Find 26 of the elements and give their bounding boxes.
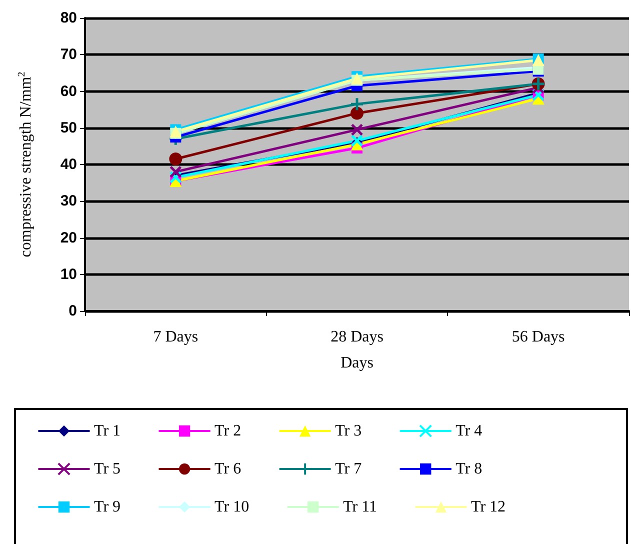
y-tick-label: 20 <box>60 229 77 246</box>
x-tick-label: 7 Days <box>153 328 198 346</box>
x-tick-label: 56 Days <box>512 328 565 346</box>
legend-label: Tr 11 <box>343 498 378 516</box>
legend-label: Tr 3 <box>335 422 362 440</box>
y-tick-label: 60 <box>60 82 77 100</box>
legend-label: Tr 8 <box>456 460 482 478</box>
legend-label: Tr 1 <box>94 422 121 440</box>
x-tick-label: 28 Days <box>330 328 384 346</box>
legend-label: Tr 4 <box>456 422 482 440</box>
legend-label: Tr 9 <box>94 498 121 516</box>
y-tick-label: 30 <box>60 192 77 210</box>
legend-label: Tr 12 <box>471 498 506 516</box>
y-tick-label: 70 <box>60 46 77 64</box>
y-tick-label: 40 <box>60 156 77 173</box>
legend-label: Tr 7 <box>335 460 362 478</box>
x-axis-title: Days <box>340 354 374 372</box>
y-tick-label: 50 <box>60 119 77 136</box>
legend-label: Tr 6 <box>214 460 242 478</box>
y-tick-label: 10 <box>60 266 77 283</box>
legend-label: Tr 10 <box>214 498 250 516</box>
y-tick-label: 0 <box>68 302 77 320</box>
legend-label: Tr 5 <box>94 460 121 478</box>
y-axis-title: compressive strength N/mm2 <box>16 72 34 258</box>
y-tick-label: 80 <box>60 10 77 26</box>
legend-label: Tr 2 <box>214 422 242 440</box>
